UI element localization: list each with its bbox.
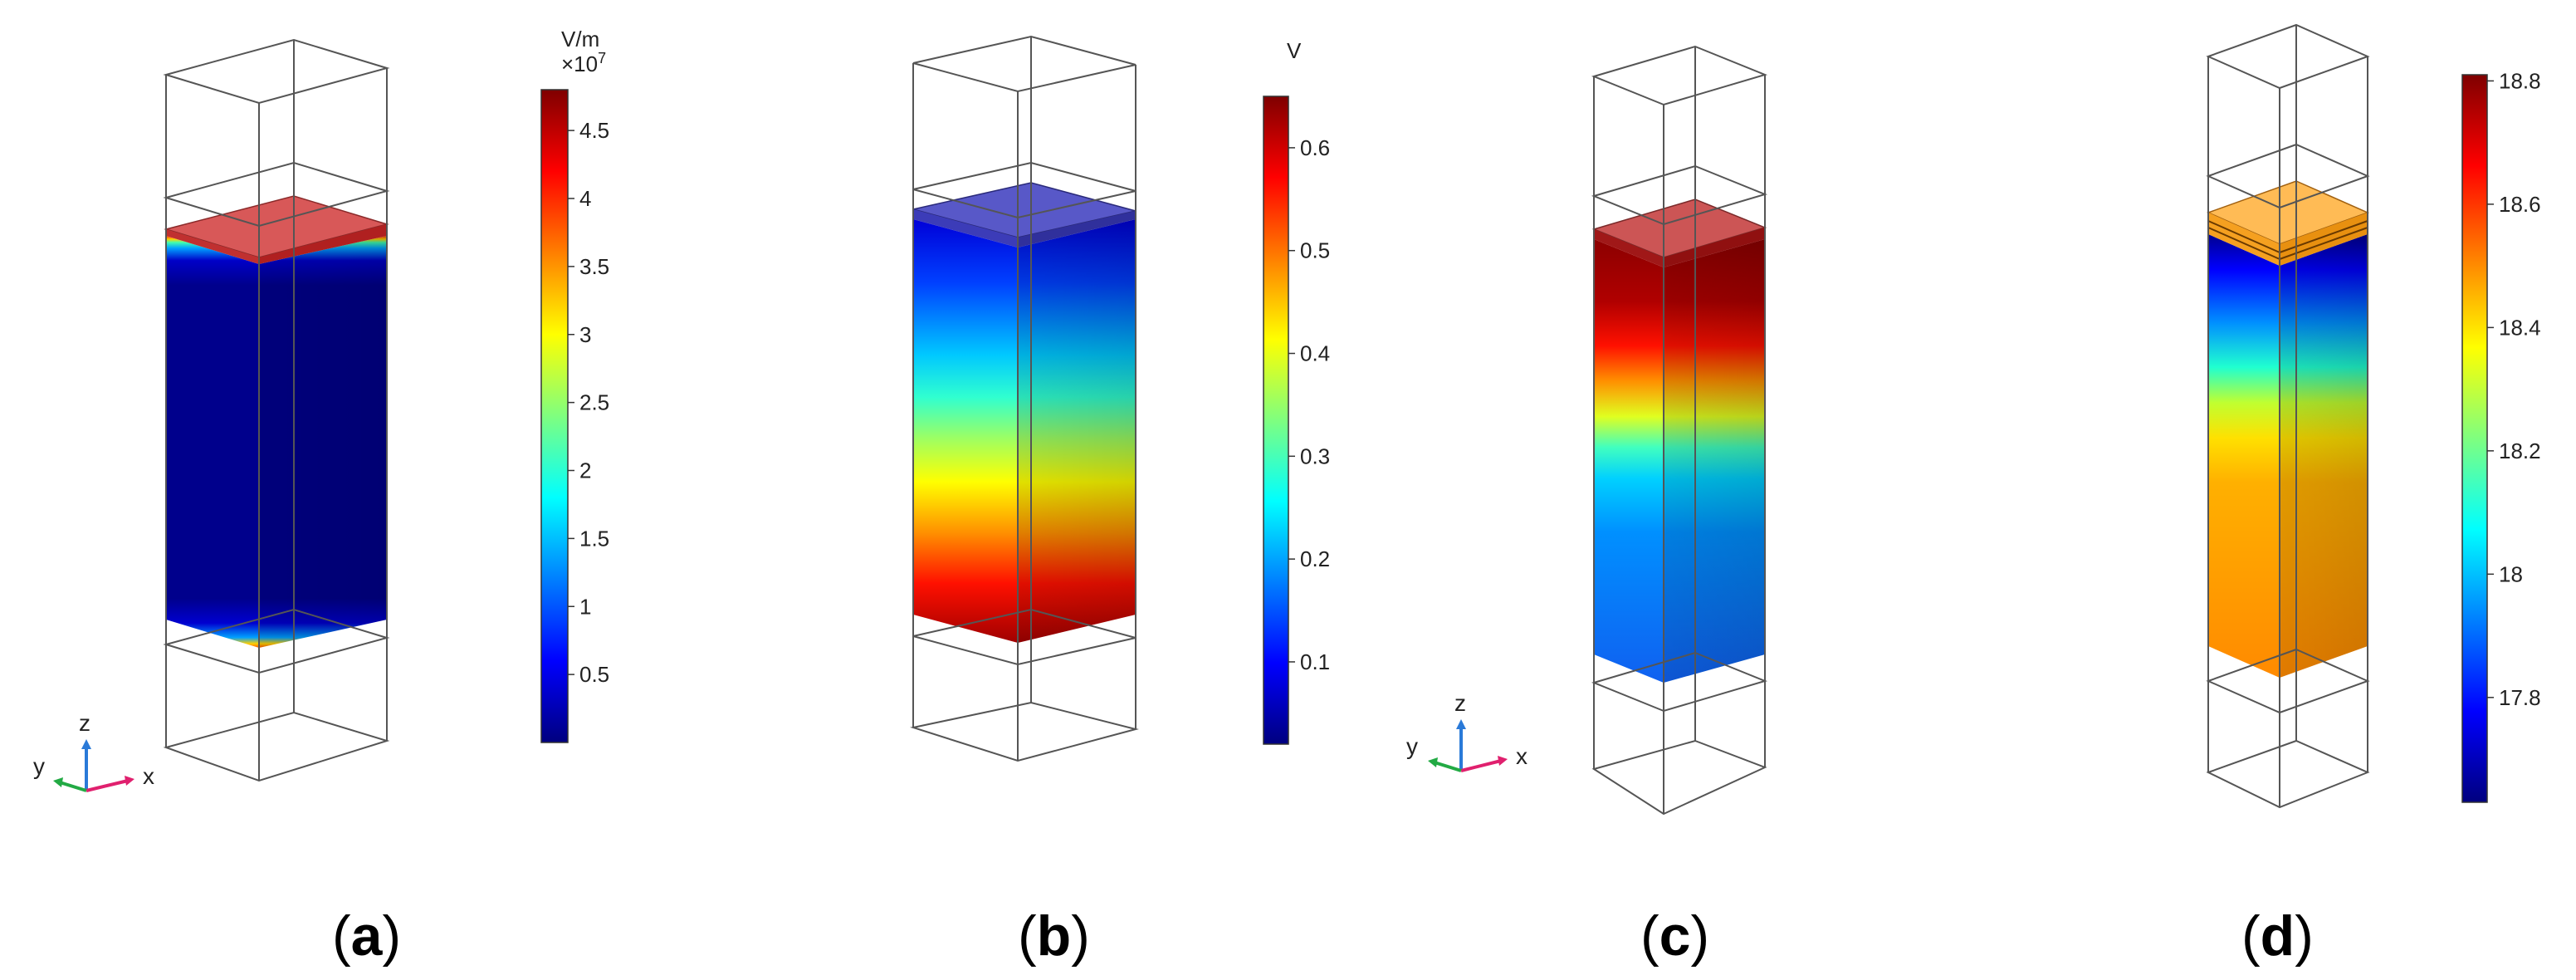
- panel-c-axes-triad: z x y: [1406, 690, 1528, 772]
- colorbar-tick-label: 1: [579, 594, 591, 619]
- colorbar-tick-label: 0.5: [1300, 238, 1330, 263]
- panel-c-caption: (c): [1640, 904, 1709, 968]
- colorbar-tick-label: 2.5: [579, 390, 609, 415]
- axis-y-label: y: [1406, 733, 1418, 759]
- panel-c: z x y (c): [1406, 45, 1768, 968]
- colorbar-tick-label: 18.2: [2499, 439, 2541, 463]
- colorbar-tick-label: 2: [579, 458, 591, 483]
- colorbar-tick-label: 3: [579, 322, 591, 347]
- axis-z-label: z: [79, 710, 90, 736]
- panel-d-column: [2206, 23, 2370, 809]
- panel-a-column: [163, 38, 390, 782]
- colorbar-tick-label: 3.5: [579, 254, 609, 279]
- colorbar-tick-label: 18.8: [2499, 68, 2541, 93]
- panel-b-column: [910, 35, 1139, 762]
- colorbar-tick-label: 0.2: [1300, 546, 1330, 571]
- panel-a-colorbar-unit: V/m: [561, 27, 599, 51]
- panel-b-caption: (b): [1018, 904, 1090, 968]
- colorbar-tick-label: 0.5: [579, 662, 609, 687]
- axis-z-label: z: [1454, 690, 1466, 716]
- panel-d-colorbar: 18.8 18.6 18.4 18.2 18 17.8: [2461, 68, 2541, 803]
- colorbar-tick-label: 17.8: [2499, 685, 2541, 710]
- panel-a-colorbar: V/m ×107 4.5 4 3.5 3 2.5 2 1.5 1 0.5: [540, 27, 609, 743]
- colorbar-tick-label: 4: [579, 186, 591, 211]
- panel-b-colorbar-unit: V: [1287, 38, 1302, 63]
- panel-a-caption: (a): [332, 904, 401, 968]
- panel-b-colorbar: V 0.6 0.5 0.4 0.3 0.2 0.1: [1263, 38, 1330, 745]
- colorbar-tick-label: 0.3: [1300, 443, 1330, 468]
- panel-c-column: [1591, 45, 1768, 816]
- colorbar-tick-label: 0.4: [1300, 341, 1330, 366]
- colorbar-tick-label: 0.1: [1300, 649, 1330, 674]
- panel-d: 18.8 18.6 18.4 18.2 18 17.8 (d): [2206, 23, 2541, 968]
- panel-a-axes-triad: z x y: [33, 710, 154, 792]
- colorbar-tick-label: 18.6: [2499, 192, 2541, 217]
- axis-x-label: x: [143, 763, 154, 789]
- axis-x-label: x: [1516, 743, 1528, 769]
- panel-d-caption: (d): [2241, 904, 2314, 968]
- colorbar-tick-label: 1.5: [579, 526, 609, 551]
- panel-a-colorbar-multiplier: ×107: [561, 50, 606, 76]
- axis-y-label: y: [33, 753, 45, 779]
- colorbar-tick-label: 0.6: [1300, 135, 1330, 160]
- colorbar-tick-label: 18: [2499, 561, 2523, 586]
- panel-b: V 0.6 0.5 0.4 0.3 0.2 0.1 (b): [910, 35, 1330, 968]
- colorbar-tick-label: 4.5: [579, 118, 609, 143]
- panel-a: z x y V/m ×107 4.5 4 3.5 3 2.5 2 1.5 1 0.5 (a): [33, 27, 609, 968]
- colorbar-tick-label: 18.4: [2499, 315, 2541, 340]
